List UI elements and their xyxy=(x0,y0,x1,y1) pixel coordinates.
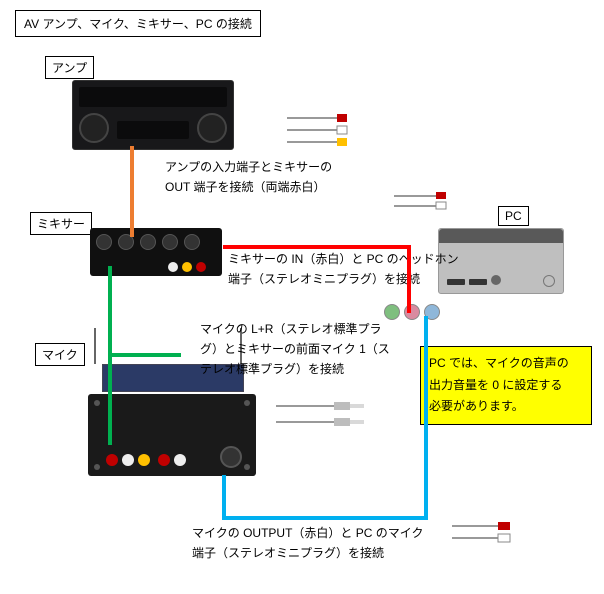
note-line-1: PC では、マイクの音声の xyxy=(429,353,583,375)
note-line-3: 必要があります。 xyxy=(429,396,583,418)
text-mic-mixer-3: テレオ標準プラグ）を接続 xyxy=(200,360,344,379)
pc-volume-note: PC では、マイクの音声の 出力音量を 0 に設定する 必要があります。 xyxy=(420,346,592,425)
amp-device xyxy=(72,80,234,150)
line-mic-pc-v2 xyxy=(424,316,428,520)
text-mic-pc-1: マイクの OUTPUT（赤白）と PC のマイク xyxy=(192,524,424,543)
line-mic-pc-h xyxy=(222,516,428,520)
mixer-label-box: ミキサー xyxy=(30,212,92,235)
mic-label-box: マイク xyxy=(35,343,85,366)
phono-plug-icon xyxy=(270,396,370,432)
text-mic-mixer-1: マイクの L+R（ステレオ標準プラ xyxy=(200,320,381,339)
amp-label-box: アンプ xyxy=(45,56,94,79)
rca-cable-icon-1 xyxy=(282,110,352,150)
line-mixer-pc-v xyxy=(407,245,411,313)
line-amp-mixer xyxy=(130,146,134,237)
text-mixer-pc-1: ミキサーの IN（赤白）と PC のヘッドホン xyxy=(228,250,459,269)
text-mixer-pc-2: 端子（ステレオミニプラグ）を接続 xyxy=(228,270,420,289)
text-mic-mixer-2: グ）とミキサーの前面マイク 1（ス xyxy=(200,340,390,359)
page-title: AV アンプ、マイク、ミキサー、PC の接続 xyxy=(15,10,261,37)
line-mic-mixer-h xyxy=(108,353,181,357)
text-amp-mixer-1: アンプの入力端子とミキサーの xyxy=(165,158,332,177)
minijack-rca-icon-2 xyxy=(448,518,518,548)
minijack-rca-icon-1 xyxy=(390,188,450,214)
note-line-2: 出力音量を 0 に設定する xyxy=(429,375,583,397)
text-mic-pc-2: 端子（ステレオミニプラグ）を接続 xyxy=(192,544,384,563)
pc-audio-jacks xyxy=(384,300,444,322)
pc-label-box: PC xyxy=(498,206,529,226)
line-mixer-pc-h xyxy=(223,245,407,249)
text-amp-mixer-2: OUT 端子を接続（両端赤白） xyxy=(165,178,325,197)
line-mic-pc-v1 xyxy=(222,475,226,516)
